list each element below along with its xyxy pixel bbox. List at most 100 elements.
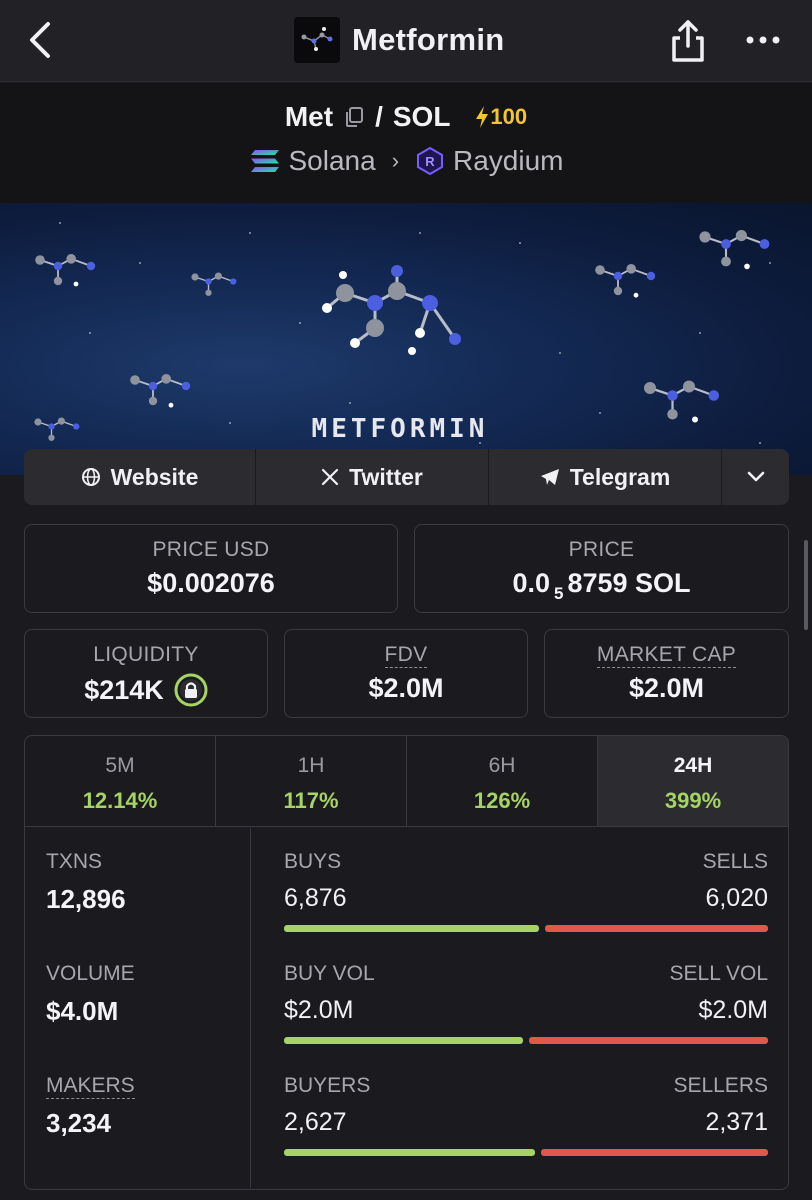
- market-cap-value: $2.0M: [628, 673, 705, 703]
- buys-sells-bar: [284, 925, 768, 932]
- makers-metric: MAKERS 3,234: [46, 1074, 135, 1139]
- copy-icon[interactable]: [343, 106, 365, 128]
- pair-row: Met / SOL 100: [0, 101, 812, 133]
- sellers-label: SELLERS: [673, 1074, 768, 1097]
- price-native-label: PRICE: [568, 538, 635, 561]
- tab-label: 1H: [297, 754, 325, 777]
- top-bar: Metformin: [0, 0, 812, 82]
- liquidity-label: LIQUIDITY: [93, 643, 199, 666]
- summary-column: TXNS 12,896 VOLUME $4.0M MAKERS 3,234: [25, 828, 251, 1188]
- token-title: Metformin: [294, 16, 505, 64]
- share-button[interactable]: [668, 18, 708, 64]
- sell-vol-bar-fill: [529, 1037, 768, 1044]
- buy-vol-label: BUY VOL: [284, 962, 375, 985]
- tab-label: 24H: [673, 754, 713, 777]
- sell-vol-value: $2.0M: [698, 996, 768, 1024]
- fdv-label[interactable]: FDV: [384, 643, 428, 668]
- volume-label: VOLUME: [46, 962, 135, 985]
- twitter-label: Twitter: [349, 463, 423, 490]
- chain-name[interactable]: Solana: [288, 145, 376, 176]
- buy-vol-bar-fill: [284, 1037, 523, 1044]
- buys-value: 6,876: [284, 884, 347, 912]
- website-link[interactable]: Website: [24, 449, 256, 505]
- buy-vol-value: $2.0M: [284, 996, 354, 1024]
- price-usd-card: PRICE USD $0.002076: [24, 524, 398, 613]
- liquidity-card: LIQUIDITY $214K: [24, 629, 268, 718]
- market-cap-label[interactable]: MARKET CAP: [596, 643, 737, 668]
- sellers-value: 2,371: [705, 1108, 768, 1136]
- sells-value: 6,020: [705, 884, 768, 912]
- txns-label: TXNS: [46, 850, 103, 873]
- price-usd-label: PRICE USD: [152, 538, 270, 561]
- tab-change: 399%: [664, 788, 722, 813]
- twitter-link[interactable]: Twitter: [256, 449, 489, 505]
- buyers-value: 2,627: [284, 1108, 347, 1136]
- chevron-down-icon: [747, 471, 764, 482]
- price-prefix: 0.0: [512, 568, 550, 598]
- tab-label: 6H: [488, 754, 516, 777]
- website-label: Website: [110, 463, 199, 490]
- token-banner[interactable]: [0, 203, 812, 475]
- makers-value: 3,234: [46, 1108, 112, 1138]
- raydium-icon: R: [417, 146, 444, 176]
- chain-row: Solana › R Raydium: [0, 145, 812, 177]
- tab-change: 12.14%: [82, 788, 158, 813]
- timeframe-tabs: 5M 12.14% 1H 117% 6H 126% 24H 399%: [25, 736, 788, 827]
- sells-bar-fill: [544, 925, 768, 932]
- tab-change: 117%: [283, 788, 339, 813]
- volume-metric: VOLUME $4.0M: [46, 962, 135, 1027]
- sellers-bar-fill: [541, 1149, 768, 1156]
- txns-metric: TXNS 12,896: [46, 850, 126, 915]
- buyers-sellers-block: BUYERS SELLERS 2,627 2,371: [284, 1074, 768, 1156]
- volume-value: $4.0M: [46, 996, 119, 1026]
- volume-split-block: BUY VOL SELL VOL $2.0M $2.0M: [284, 962, 768, 1044]
- solana-icon: [250, 150, 279, 172]
- sell-vol-label: SELL VOL: [669, 962, 768, 985]
- market-cap-card: MARKET CAP $2.0M: [544, 629, 789, 718]
- price-native-value: 0.0 5 8759 SOL: [415, 568, 788, 603]
- chevron-left-icon: [30, 22, 50, 58]
- price-suffix: 8759 SOL: [567, 568, 691, 598]
- telegram-label: Telegram: [569, 463, 671, 490]
- telegram-link[interactable]: Telegram: [489, 449, 722, 505]
- tab-1h[interactable]: 1H 117%: [216, 736, 407, 826]
- price-usd-value: $0.002076: [147, 568, 275, 598]
- token-logo: [294, 17, 340, 63]
- dex-name[interactable]: Raydium: [453, 145, 564, 176]
- tab-6h[interactable]: 6H 126%: [407, 736, 598, 826]
- share-icon: [672, 20, 704, 62]
- more-button[interactable]: [740, 20, 786, 60]
- buyers-label: BUYERS: [284, 1074, 371, 1097]
- fdv-card: FDV $2.0M: [284, 629, 528, 718]
- banner-title: METFORMIN: [311, 414, 489, 444]
- makers-label[interactable]: MAKERS: [46, 1074, 135, 1099]
- tab-5m[interactable]: 5M 12.14%: [25, 736, 216, 826]
- boost-badge[interactable]: 100: [474, 104, 527, 130]
- more-icon: [746, 36, 780, 44]
- back-button[interactable]: [22, 16, 62, 64]
- pair-header: Met / SOL 100 Solana › R Raydium: [0, 83, 812, 203]
- lock-icon[interactable]: [174, 673, 208, 707]
- price-subscript: 5: [554, 583, 564, 603]
- tab-24h[interactable]: 24H 399%: [598, 736, 788, 826]
- page-scrollbar[interactable]: [804, 540, 808, 630]
- quote-symbol: SOL: [392, 101, 451, 132]
- boost-count: 100: [490, 104, 528, 129]
- token-name: Metformin: [352, 22, 505, 57]
- volume-split-bar: [284, 1037, 768, 1044]
- tab-change: 126%: [473, 788, 531, 813]
- globe-icon: [81, 468, 100, 486]
- sells-label: SELLS: [702, 850, 768, 873]
- more-links-button[interactable]: [722, 449, 789, 505]
- pair-separator: /: [375, 101, 383, 132]
- social-links: Website Twitter Telegram: [24, 449, 789, 505]
- buys-label: BUYS: [284, 850, 342, 873]
- fdv-value: $2.0M: [368, 673, 444, 703]
- buyers-sellers-bar: [284, 1149, 768, 1156]
- x-icon: [322, 468, 339, 486]
- telegram-icon: [540, 469, 559, 485]
- liquidity-row: $214K: [25, 673, 267, 707]
- buys-bar-fill: [284, 925, 539, 932]
- base-symbol: Met: [284, 101, 334, 132]
- svg-text:R: R: [425, 154, 435, 169]
